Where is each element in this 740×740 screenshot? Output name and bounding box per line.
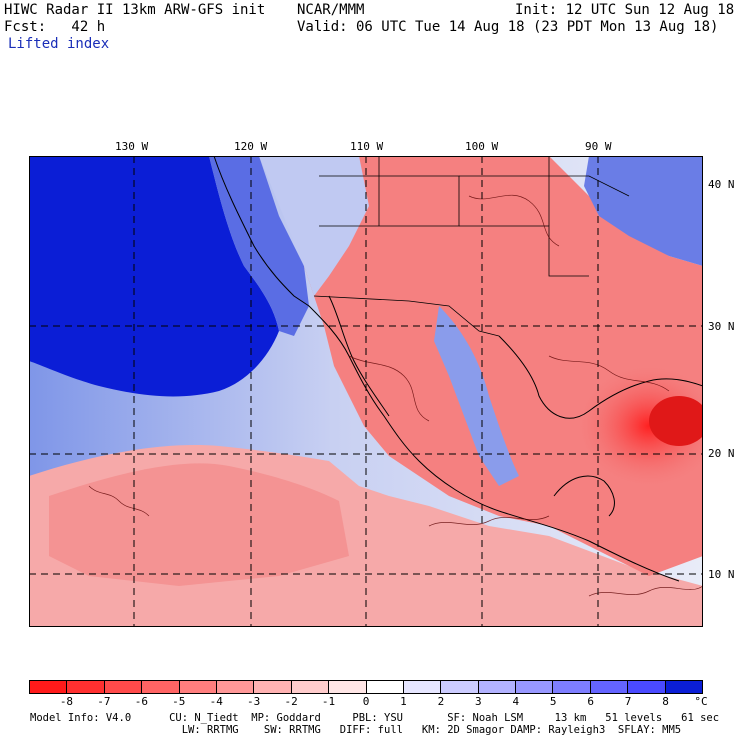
- model-info-line2: LW: RRTMG SW: RRTMG DIFF: full KM: 2D Sm…: [30, 724, 682, 736]
- colorbar-segment: [67, 681, 105, 693]
- lat-label-20n: 20 N: [708, 447, 735, 460]
- colorbar-tick-label: -3: [247, 695, 261, 708]
- land-unstable-region: [299, 156, 703, 576]
- northeast-stable-region: [584, 156, 703, 266]
- lat-label-40n: 40 N: [708, 178, 735, 191]
- pacific-stable-fringe: [209, 156, 309, 336]
- colorbar-tick-label: 7: [624, 695, 632, 708]
- forecast-hour: Fcst: 42 h: [4, 19, 106, 35]
- colorbar-segment: [329, 681, 367, 693]
- colorbar-segment: [30, 681, 68, 693]
- colorbar-segment: [216, 681, 255, 693]
- lon-label-100w: 100 W: [465, 140, 499, 153]
- southern-unstable-core: [49, 463, 349, 586]
- colorbar-segment: [553, 681, 591, 693]
- colorbar-tick-label: 6: [587, 695, 594, 708]
- colorbar-segment: [403, 681, 442, 693]
- gulf-unstable-center: [649, 396, 703, 446]
- coastlines: [213, 156, 703, 582]
- colorbar-tick-label: -5: [172, 695, 186, 708]
- pacific-stable-region: [29, 156, 279, 397]
- colorbar-tick-label: 3: [475, 695, 482, 708]
- colorbar-segment: [179, 681, 217, 693]
- lon-label-110w: 110 W: [350, 140, 384, 153]
- colorbar-segment: [665, 681, 703, 693]
- model-title: HIWC Radar II 13km ARW-GFS init: [4, 2, 266, 18]
- lat-label-30n: 30 N: [708, 320, 735, 333]
- colorbar: [29, 680, 703, 694]
- colorbar-unit: °C: [694, 695, 708, 708]
- colorbar-tick-label: -7: [97, 695, 111, 708]
- colorbar-tick-label: 1: [400, 695, 407, 708]
- lon-label-90w: 90 W: [585, 140, 612, 153]
- colorbar-segment: [291, 681, 330, 693]
- colorbar-segment: [441, 681, 479, 693]
- colorbar-segment: [516, 681, 554, 693]
- colorbar-tick-label: -8: [59, 695, 74, 708]
- northwest-neutral-region: [259, 156, 369, 296]
- colorbar-tick-label: 2: [437, 695, 445, 708]
- colorbar-tick-label: 0: [362, 695, 370, 708]
- colorbar-tick-label: -6: [134, 695, 148, 708]
- colorbar-segment: [254, 681, 292, 693]
- colorbar-tick-label: -2: [284, 695, 298, 708]
- valid-time: Valid: 06 UTC Tue 14 Aug 18 (23 PDT Mon …: [297, 19, 719, 35]
- lon-label-130w: 130 W: [115, 140, 149, 153]
- colorbar-segment: [366, 681, 404, 693]
- colorbar-segment: [628, 681, 666, 693]
- model-info-line1: Model Info: V4.0 CU: N_Tiedt MP: Goddard…: [30, 712, 720, 724]
- map-frame: [29, 156, 703, 627]
- gulf-unstable-core: [579, 366, 703, 486]
- colorbar-segment: [478, 681, 517, 693]
- colorbar-segment: [104, 681, 143, 693]
- org-label: NCAR/MMM: [297, 2, 365, 18]
- init-time: Init: 12 UTC Sun 12 Aug 18: [515, 2, 735, 18]
- lat-label-10n: 10 N: [708, 568, 735, 581]
- colorbar-tick-label: 4: [512, 695, 520, 708]
- colorbar-tick-label: 5: [549, 695, 557, 708]
- colorbar-segment: [590, 681, 629, 693]
- graticule: [29, 156, 703, 627]
- colorbar-segment: [142, 681, 180, 693]
- colorbar-tick-label: 8: [662, 695, 669, 708]
- mexican-plateau-stable: [434, 306, 519, 486]
- colorbar-tick-label: -1: [321, 695, 336, 708]
- political-borders: [313, 156, 630, 337]
- field-name: Lifted index: [8, 36, 110, 52]
- lon-label-120w: 120 W: [234, 140, 268, 153]
- li-contours: [88, 194, 703, 597]
- colorbar-tick-label: -4: [209, 695, 223, 708]
- lifted-index-map: [29, 156, 703, 627]
